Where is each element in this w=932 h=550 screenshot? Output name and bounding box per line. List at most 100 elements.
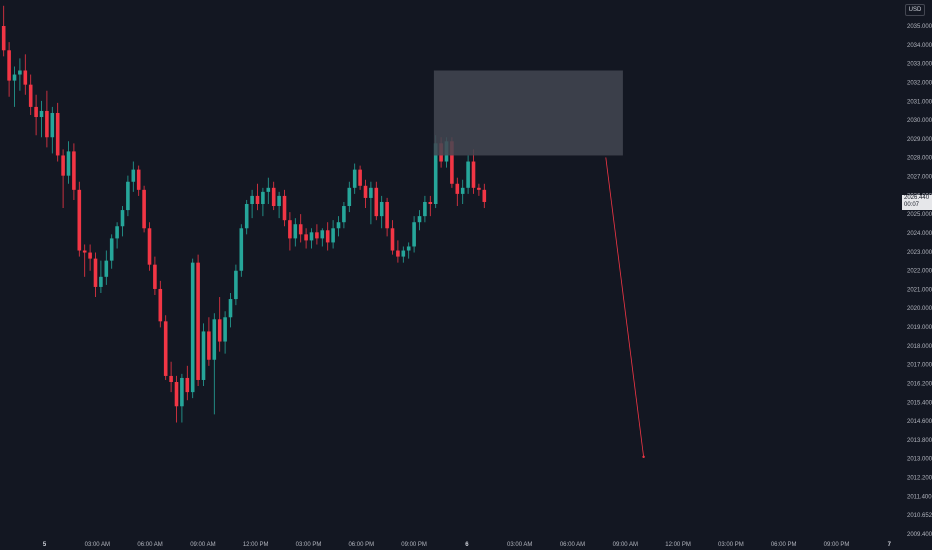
candle [82,244,87,277]
candle-body [180,377,184,407]
price-tick-label: 2033.000 [907,62,932,68]
candle-body [7,50,11,81]
price-tick-label: 2018.000 [907,344,932,350]
supply-zone-box[interactable] [433,70,623,156]
candle-body [190,262,195,393]
projection-endpoint [642,455,645,459]
price-tick-label: 2027.000 [907,175,932,181]
candle-body [1,26,6,51]
candle [28,74,33,115]
candle-body [109,238,114,261]
candle-body [93,258,98,287]
candle [482,183,487,209]
candle-body [34,106,38,118]
candle-body [131,169,136,182]
candle [93,252,98,298]
candle [423,195,427,223]
price-tick-label: 2015.400 [907,400,932,406]
time-tick-label: 06:00 AM [137,542,162,548]
candle-body [234,270,238,300]
candle-body [423,201,427,217]
candle [131,161,136,192]
candle-body [401,250,406,257]
candle [34,94,38,136]
candle [239,224,244,277]
candle [460,179,465,204]
candle-body [271,187,276,207]
candle-body [239,228,244,271]
candle-body [169,375,173,382]
candle [39,100,44,138]
candle-body [55,112,60,156]
candle [120,206,125,237]
candle-body [120,210,125,227]
candle [385,197,389,237]
candle-body [142,189,146,229]
time-tick-label: 09:00 AM [613,542,638,548]
candle [352,163,357,194]
candle [212,313,217,415]
candle-body [153,264,157,289]
candle [12,66,17,107]
time-tick-label: 09:00 PM [824,542,850,548]
candle-body [352,169,357,188]
candle-body [433,143,438,204]
candle [320,228,325,247]
time-tick-label: 12:00 PM [665,542,691,548]
candle-body [390,228,395,251]
candle-body [466,161,470,188]
candle-body [417,216,422,223]
candle [196,254,200,387]
time-tick-label: 03:00 PM [718,542,744,548]
currency-badge[interactable]: USD [905,4,925,16]
zone-layer [433,70,645,459]
candle-body [396,250,400,257]
candle-body [309,232,314,241]
time-tick-label: 06:00 PM [771,542,797,548]
projection-line[interactable] [605,157,644,457]
candle-body [315,232,319,239]
candle [244,199,249,235]
candle-body [331,228,335,243]
candle [228,293,233,328]
candle [169,361,173,393]
candle [147,222,152,271]
time-tick-label: 06:00 PM [348,542,374,548]
candle [126,175,130,217]
candle [234,264,238,306]
candle-body [12,74,17,81]
candle-body [18,70,22,75]
candle-body [28,84,33,107]
candle [277,191,281,219]
price-tick-label: 2016.200 [907,381,932,387]
time-axis[interactable]: 5 03:00 AM 06:00 AM 09:00 AM 12:00 PM 03:00 P… [43,542,892,548]
candle-body [347,187,352,207]
candle-body [482,189,487,202]
candle [363,179,368,209]
candle [1,5,6,57]
candle-body [455,183,460,194]
candle-body [406,246,411,251]
candle [7,42,11,97]
candle [342,201,346,229]
candle-body [228,299,233,318]
candle-body [185,377,190,393]
candle [347,181,352,213]
candles-layer [1,5,487,423]
candle-body [325,230,330,243]
candle-body [412,222,416,247]
candle [374,181,379,221]
price-tick-label: 2032.000 [907,80,932,86]
candle-body [126,181,130,211]
candle [396,240,400,263]
time-tick-label: 03:00 AM [507,542,532,548]
candle [406,242,411,259]
price-axis[interactable]: 2035.000 2034.000 2033.000 2032.000 2031.000… [900,0,932,538]
price-tick-label: 2013.800 [907,438,932,444]
candle-body [207,331,211,360]
candle-body [298,224,303,235]
price-tick-label: 2028.000 [907,156,932,162]
candle [417,210,422,231]
candle-body [50,112,55,138]
